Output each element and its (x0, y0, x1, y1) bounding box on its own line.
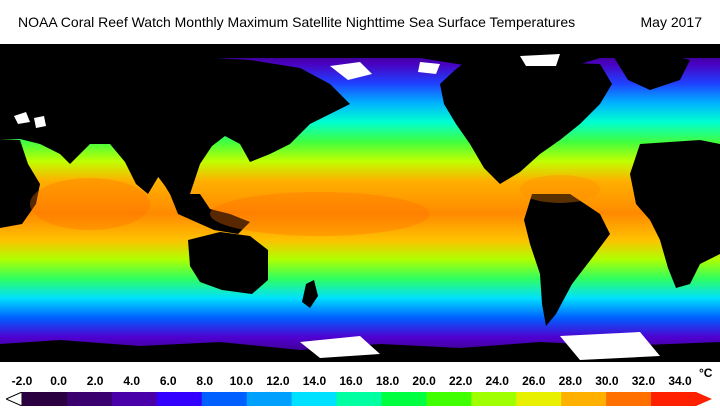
legend-color-swatch (426, 392, 472, 406)
legend-color-swatch (22, 392, 68, 406)
map-header: NOAA Coral Reef Watch Monthly Maximum Sa… (0, 0, 720, 44)
legend-tick-label: 30.0 (595, 374, 619, 388)
legend-color-swatch (471, 392, 517, 406)
legend-color-swatch (606, 392, 652, 406)
legend-tick-label: 16.0 (339, 374, 363, 388)
legend-color-swatch (561, 392, 607, 406)
legend-tick-label: 14.0 (302, 374, 327, 388)
legend-color-swatch (111, 392, 158, 406)
legend-color-swatch (336, 392, 382, 406)
legend-tick-label: 28.0 (558, 374, 583, 388)
legend-tick-label: 4.0 (123, 374, 140, 388)
legend-tick-label: 12.0 (266, 374, 290, 388)
legend-color-swatch (516, 392, 562, 406)
legend-color-swatch (66, 392, 113, 406)
legend-tick-label: 2.0 (86, 374, 104, 388)
legend-tick-label: 8.0 (196, 374, 214, 388)
legend-min-arrow (6, 392, 23, 406)
legend-max-arrow (696, 392, 712, 406)
legend-tick-label: 24.0 (485, 374, 509, 388)
warm-pool-highlights (30, 175, 600, 236)
legend-color-swatch (291, 392, 338, 406)
legend-color-swatch (156, 392, 203, 406)
legend-tick-label: 6.0 (159, 374, 177, 388)
legend-color-swatch (246, 392, 293, 406)
legend-unit: °C (699, 366, 713, 380)
sst-map-graphic (0, 44, 720, 370)
legend-color-swatch (651, 392, 697, 406)
legend-tick-label: 0.0 (50, 374, 67, 388)
legend-color-swatch (381, 392, 427, 406)
legend-tick-label: 22.0 (448, 374, 473, 388)
legend-color-swatch (201, 392, 248, 406)
legend-tick-label: 18.0 (375, 374, 400, 388)
land-masses (0, 44, 720, 370)
sea-surface-temperature-map (0, 44, 720, 370)
legend-tick-label: 10.0 (229, 374, 254, 388)
legend-tick-label: 26.0 (522, 374, 546, 388)
legend-tick-label: 32.0 (631, 374, 656, 388)
color-scale-bar (6, 392, 712, 406)
temperature-legend: -2.0 0.0 2.0 4.0 6.0 8.0 10.0 12.0 14.0 16.0 18.0 2… (0, 366, 720, 411)
map-date: May 2017 (640, 14, 702, 30)
map-title: NOAA Coral Reef Watch Monthly Maximum Sa… (18, 14, 576, 30)
ice-regions (0, 54, 720, 370)
legend-tick-label: 34.0 (668, 374, 692, 388)
legend-tick-label: 20.0 (412, 374, 436, 388)
legend-ticks: -2.0 0.0 2.0 4.0 6.0 8.0 10.0 12.0 14.0 16.0 18.0 2… (0, 374, 720, 390)
legend-tick-label: -2.0 (11, 374, 33, 388)
